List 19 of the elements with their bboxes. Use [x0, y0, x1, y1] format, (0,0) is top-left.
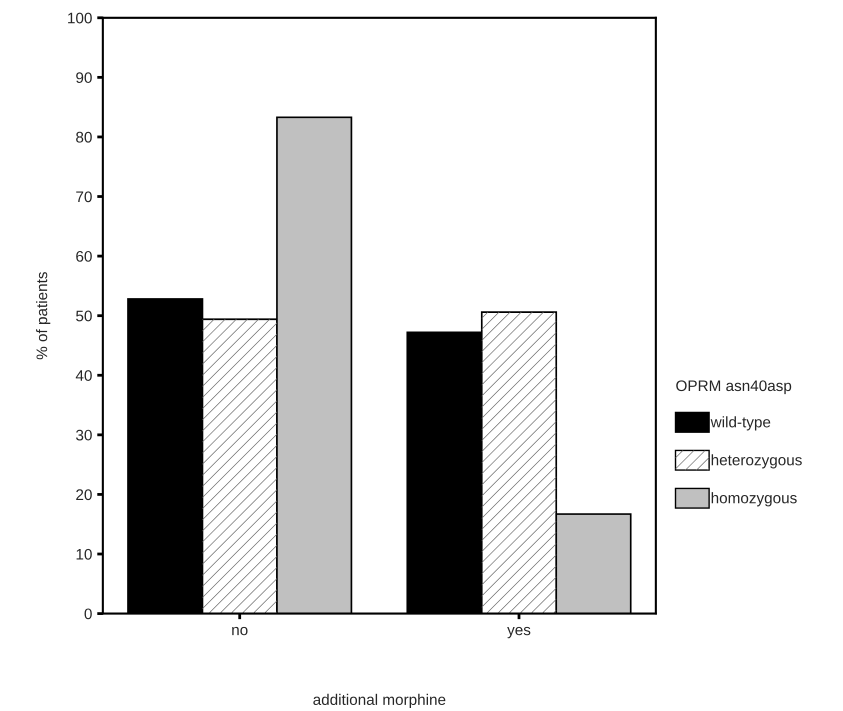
legend-label: homozygous	[712, 492, 797, 506]
y-tick-label: 50	[76, 310, 92, 322]
y-tick-label: 60	[76, 250, 92, 262]
y-tick-label: 40	[76, 370, 92, 381]
x-axis-title: additional morphine	[313, 694, 446, 708]
y-tick-label: 70	[76, 191, 92, 202]
legend-label: heterozygous	[712, 454, 802, 468]
y-tick-label: 10	[76, 548, 92, 560]
y-tick-label: 20	[76, 489, 92, 500]
y-axis-title: % of patients	[36, 272, 50, 360]
y-tick-label: 100	[68, 12, 92, 24]
y-tick-label: 0	[84, 608, 92, 620]
x-tick-label: no	[232, 626, 248, 636]
y-tick-label: 90	[76, 72, 92, 84]
x-tick-label: yes	[507, 626, 530, 638]
y-tick-label: 30	[76, 430, 92, 441]
y-tick-label: 80	[76, 132, 92, 143]
legend-label: wild-type	[710, 416, 770, 430]
legend-title: OPRM asn40asp	[676, 380, 792, 394]
